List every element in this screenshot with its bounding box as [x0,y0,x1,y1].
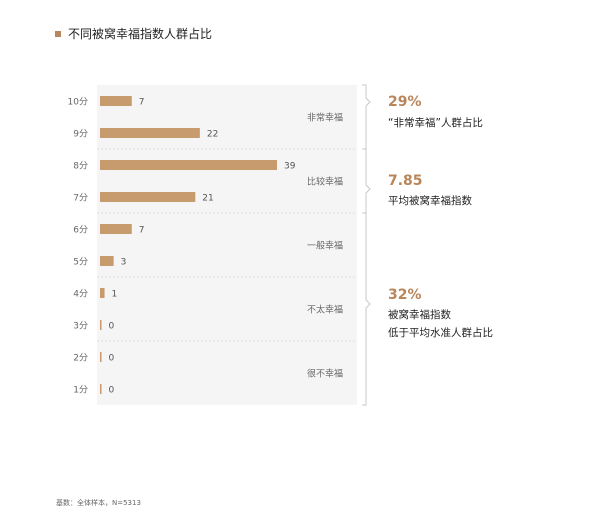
category-tick-label: 10分 [68,97,88,108]
category-tick-label: 3分 [73,321,88,332]
annotation-2-label: 平均被窝幸福指数 [388,195,472,207]
group-label: 比较幸福 [307,176,343,188]
annotation-3-number: 32% [388,287,422,303]
category-tick-label: 5分 [73,257,88,268]
bracket [362,212,371,406]
bar-value-label: 0 [109,322,115,332]
category-tick-label: 6分 [73,225,88,236]
bar-value-label: 3 [121,258,127,268]
annotation-2-number: 7.85 [388,173,423,189]
bar [100,256,114,266]
category-tick-label: 2分 [73,353,88,364]
group-label: 很不幸福 [307,368,343,380]
bar-value-label: 22 [207,130,218,140]
group-band [97,85,357,149]
chart-title-text: 不同被窝幸福指数人群占比 [68,27,213,41]
category-tick-label: 4分 [73,289,88,300]
bar [100,192,196,202]
bracket [362,84,371,150]
annotation-3-label-line2: 低于平均水准人群占比 [388,327,493,339]
bracket [362,148,371,214]
bar [100,320,102,330]
bar [100,224,132,234]
bar [100,384,102,394]
footnote: 基数：全体样本，N=5313 [56,499,141,507]
group-label: 非常幸福 [307,112,343,124]
bar [100,96,132,106]
group-label: 一般幸福 [307,240,343,252]
group-band [97,277,357,341]
category-tick-label: 1分 [73,385,88,396]
annotation-1-label: “非常幸福”人群占比 [388,117,483,129]
group-label: 不太幸福 [307,304,343,316]
group-brackets [362,84,371,406]
chart-title: 不同被窝幸福指数人群占比 [55,25,212,42]
group-band [97,213,357,277]
category-tick-label: 9分 [73,129,88,140]
bar-value-label: 0 [109,354,115,364]
annotation-3-label-line1: 被窝幸福指数 [388,309,451,321]
bar [100,128,200,138]
bars: 10分 7 9分 22 8分 39 7分 21 6分 7 5分 3 4分 1 3分 0 2分 0 1分 0 [68,96,296,396]
bar-value-label: 21 [202,194,213,204]
annotation-1-number: 29% [388,94,422,110]
bar-value-label: 7 [139,226,145,236]
group-band [97,341,357,405]
bar-value-label: 1 [112,290,118,300]
category-tick-label: 8分 [73,161,88,172]
group-band [97,149,357,213]
bar-value-label: 7 [139,98,145,108]
bar [100,288,105,298]
bar [100,352,102,362]
bar-value-label: 0 [109,386,115,396]
bar-value-label: 39 [284,162,296,172]
category-tick-label: 7分 [73,193,88,204]
title-marker-icon [55,30,61,37]
bar [100,160,277,170]
